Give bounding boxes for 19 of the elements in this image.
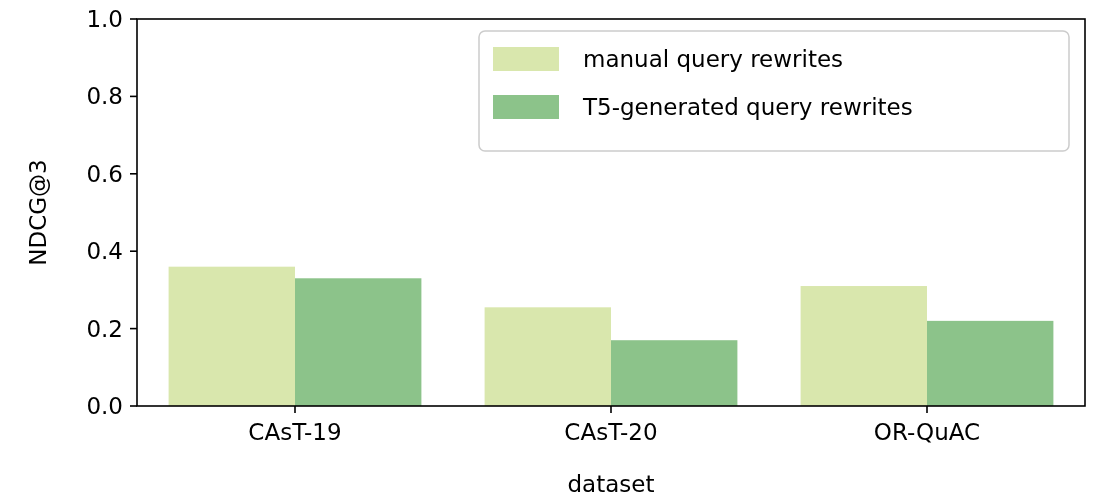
bar	[927, 320, 1054, 406]
legend-label: T5-generated query rewrites	[582, 94, 913, 121]
x-tick-label: OR-QuAC	[873, 419, 981, 445]
x-axis-title: dataset	[567, 471, 655, 497]
bar	[611, 340, 738, 406]
y-tick-label: 0.8	[86, 83, 123, 110]
y-tick-label: 0.0	[86, 393, 123, 420]
bar	[484, 307, 611, 406]
bar	[800, 286, 927, 406]
y-tick-label: 0.4	[86, 238, 123, 265]
bar	[168, 266, 295, 406]
legend-label: manual query rewrites	[583, 46, 844, 73]
y-tick-label: 0.2	[86, 315, 123, 342]
y-tick-label: 1.0	[86, 6, 123, 33]
x-tick-label: CAsT-20	[564, 419, 658, 445]
x-tick-label: CAsT-19	[248, 419, 342, 445]
bar	[295, 278, 422, 406]
y-axis-title: NDCG@3	[25, 159, 51, 266]
y-tick-label: 0.6	[86, 160, 123, 187]
